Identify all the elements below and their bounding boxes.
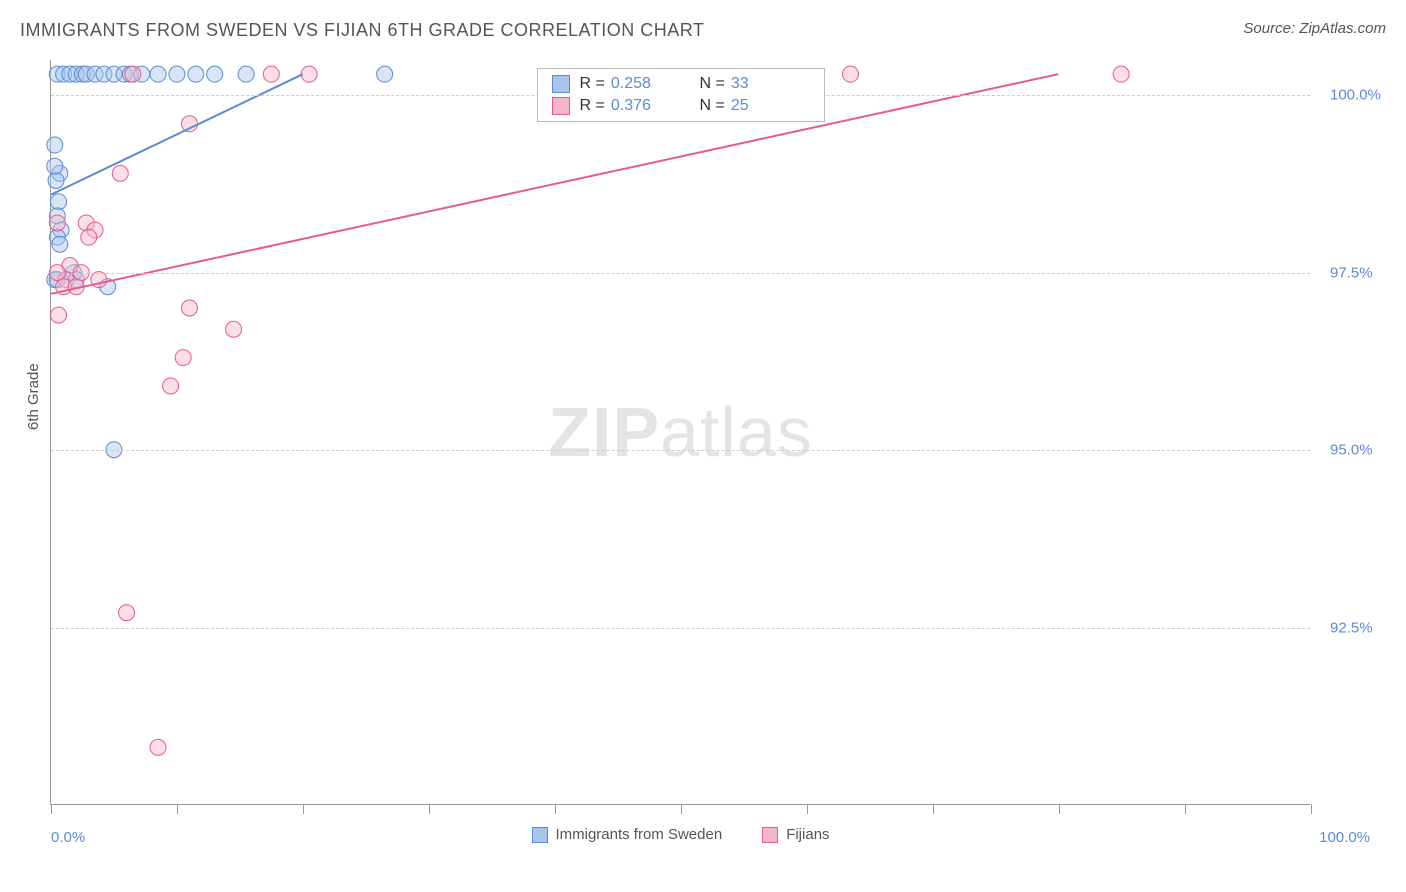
- scatter-point: [51, 307, 67, 323]
- scatter-point: [81, 229, 97, 245]
- scatter-point: [226, 321, 242, 337]
- x-tick: [1311, 804, 1312, 814]
- legend-swatch-icon: [762, 827, 778, 843]
- y-tick-label: 100.0%: [1330, 87, 1381, 104]
- legend-swatch-sweden: [552, 75, 570, 93]
- x-axis-min-label: 0.0%: [51, 829, 85, 846]
- scatter-point: [51, 194, 67, 210]
- x-tick: [51, 804, 52, 814]
- legend-item-sweden: Immigrants from Sweden: [531, 826, 722, 843]
- x-tick: [429, 804, 430, 814]
- scatter-point: [263, 66, 279, 82]
- scatter-point: [48, 172, 64, 188]
- r-label: R =: [580, 97, 605, 115]
- gridline: [51, 450, 1310, 451]
- legend-row-fijians: R = 0.376 N = 25: [548, 95, 814, 117]
- legend-label-sweden: Immigrants from Sweden: [555, 826, 722, 843]
- legend-swatch-icon: [531, 827, 547, 843]
- x-tick: [933, 804, 934, 814]
- series-legend: Immigrants from Sweden Fijians: [531, 826, 829, 843]
- x-axis-max-label: 100.0%: [1319, 829, 1370, 846]
- source-label: Source:: [1243, 20, 1295, 37]
- scatter-point: [150, 739, 166, 755]
- scatter-point: [169, 66, 185, 82]
- source-attribution: Source: ZipAtlas.com: [1243, 20, 1386, 37]
- plot-area: ZIPatlas 92.5%95.0%97.5%100.0% 0.0% 100.…: [50, 60, 1310, 805]
- x-tick: [681, 804, 682, 814]
- y-axis-label: 6th Grade: [25, 363, 42, 430]
- scatter-point: [52, 236, 68, 252]
- x-tick: [807, 804, 808, 814]
- scatter-point: [150, 66, 166, 82]
- legend-label-fijians: Fijians: [786, 826, 829, 843]
- scatter-point: [238, 66, 254, 82]
- scatter-point: [175, 350, 191, 366]
- gridline: [51, 273, 1310, 274]
- trend-line: [51, 74, 303, 194]
- x-tick: [1059, 804, 1060, 814]
- scatter-point: [47, 158, 63, 174]
- n-label: N =: [700, 75, 725, 93]
- scatter-point: [47, 137, 63, 153]
- n-value-fijians: 25: [731, 97, 781, 115]
- scatter-point: [125, 66, 141, 82]
- scatter-point: [163, 378, 179, 394]
- gridline: [51, 628, 1310, 629]
- correlation-legend: R = 0.258 N = 33 R = 0.376 N = 25: [537, 68, 825, 122]
- chart-container: IMMIGRANTS FROM SWEDEN VS FIJIAN 6TH GRA…: [0, 0, 1406, 892]
- r-value-sweden: 0.258: [611, 75, 661, 93]
- scatter-point: [112, 165, 128, 181]
- x-tick: [1185, 804, 1186, 814]
- x-tick: [177, 804, 178, 814]
- scatter-point: [377, 66, 393, 82]
- scatter-svg: [51, 60, 1310, 804]
- r-label: R =: [580, 75, 605, 93]
- x-tick: [555, 804, 556, 814]
- scatter-point: [181, 300, 197, 316]
- scatter-point: [842, 66, 858, 82]
- n-label: N =: [700, 97, 725, 115]
- source-value: ZipAtlas.com: [1299, 20, 1386, 37]
- y-tick-label: 95.0%: [1330, 442, 1373, 459]
- scatter-point: [207, 66, 223, 82]
- scatter-point: [301, 66, 317, 82]
- scatter-point: [1113, 66, 1129, 82]
- legend-row-sweden: R = 0.258 N = 33: [548, 73, 814, 95]
- legend-item-fijians: Fijians: [762, 826, 829, 843]
- legend-swatch-fijians: [552, 97, 570, 115]
- chart-title: IMMIGRANTS FROM SWEDEN VS FIJIAN 6TH GRA…: [20, 20, 704, 41]
- y-tick-label: 97.5%: [1330, 264, 1373, 281]
- n-value-sweden: 33: [731, 75, 781, 93]
- scatter-point: [188, 66, 204, 82]
- y-tick-label: 92.5%: [1330, 619, 1373, 636]
- scatter-point: [119, 605, 135, 621]
- scatter-point: [49, 215, 65, 231]
- r-value-fijians: 0.376: [611, 97, 661, 115]
- x-tick: [303, 804, 304, 814]
